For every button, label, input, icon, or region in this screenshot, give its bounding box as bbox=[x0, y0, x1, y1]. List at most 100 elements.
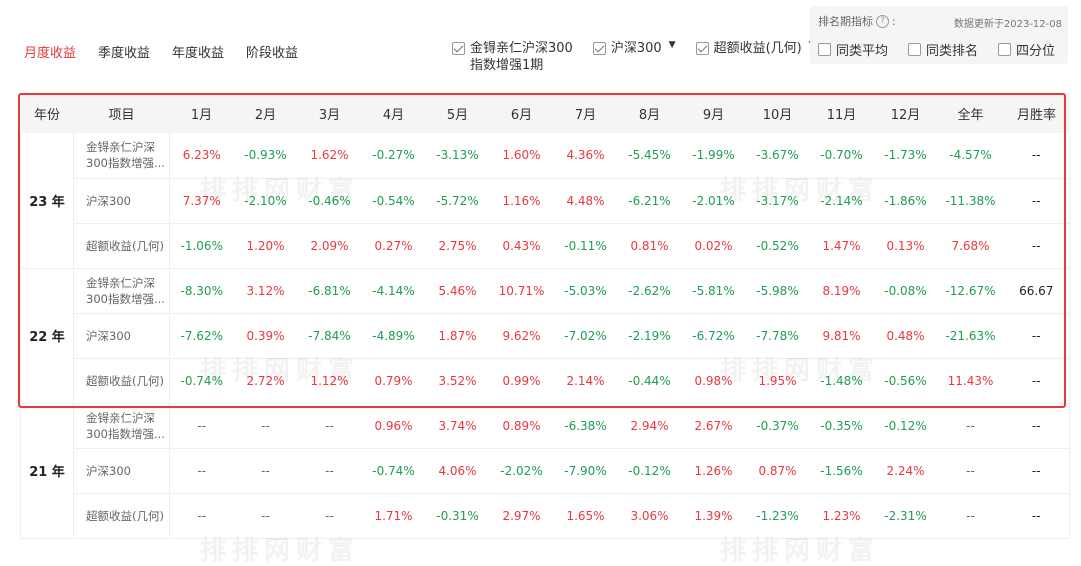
return-cell: 0.79% bbox=[361, 358, 426, 404]
return-cell: 2.97% bbox=[489, 493, 554, 539]
legend-hs300-toggle[interactable]: 沪深300 ▼ bbox=[592, 40, 676, 74]
return-cell: 3.12% bbox=[233, 268, 298, 314]
year-cell: 22 年 bbox=[20, 268, 74, 404]
return-cell: -2.14% bbox=[809, 178, 874, 224]
item-label: 超额收益(几何) bbox=[86, 508, 164, 523]
item-label: 300指数增强... bbox=[86, 426, 165, 441]
checkbox-checked-icon[interactable] bbox=[592, 42, 606, 55]
return-cell: 5.46% bbox=[425, 268, 490, 314]
return-cell: 4.36% bbox=[553, 133, 618, 179]
return-cell: -1.56% bbox=[809, 448, 874, 494]
win-rate-cell: -- bbox=[1003, 313, 1070, 359]
table-row: 沪深300 7.37% -2.10% -0.46% -0.54% -5.72% 1.16% 4… bbox=[21, 178, 1070, 224]
tab-period-return[interactable]: 阶段收益 bbox=[246, 46, 299, 61]
return-cell: -0.12% bbox=[873, 403, 938, 449]
item-cell: 金锝亲仁沪深 300指数增强... bbox=[73, 133, 170, 179]
return-cell: 3.06% bbox=[617, 493, 682, 539]
return-cell: 0.99% bbox=[489, 358, 554, 404]
return-cell: 4.48% bbox=[553, 178, 618, 224]
return-cell: -- bbox=[233, 448, 298, 494]
checkbox-checked-icon[interactable] bbox=[695, 42, 709, 55]
return-cell: -21.63% bbox=[937, 313, 1004, 359]
rank-panel-title: 排名期指标 bbox=[818, 15, 873, 28]
legend-fund-toggle[interactable]: 金锝亲仁沪深300 指数增强1期 bbox=[452, 40, 573, 74]
return-cell: 1.39% bbox=[681, 493, 746, 539]
return-cell: 1.62% bbox=[297, 133, 362, 179]
rank-panel-colon: : bbox=[892, 14, 896, 28]
item-cell: 沪深300 bbox=[73, 178, 170, 224]
return-cell: 1.47% bbox=[809, 223, 874, 269]
return-cell: -6.21% bbox=[617, 178, 682, 224]
table-row: 超额收益(几何) -- -- -- 1.71% -0.31% 2.97% 1.65% 3.06%… bbox=[21, 493, 1070, 539]
return-cell: -4.57% bbox=[937, 133, 1004, 179]
checkbox-icon[interactable] bbox=[818, 43, 831, 56]
table-row: 沪深300 -- -- -- -0.74% 4.06% -2.02% -7.90% -0.12%… bbox=[21, 448, 1070, 494]
checkbox-icon[interactable] bbox=[908, 43, 922, 56]
return-cell: -6.72% bbox=[681, 313, 746, 359]
return-cell: 0.96% bbox=[361, 403, 426, 449]
option-peer-rank[interactable]: 同类排名 bbox=[908, 40, 978, 59]
win-rate-cell: 66.67 bbox=[1003, 268, 1070, 314]
return-cell: -3.13% bbox=[425, 133, 490, 179]
return-cell: 3.74% bbox=[425, 403, 490, 449]
item-cell: 金锝亲仁沪深 300指数增强... bbox=[73, 268, 170, 314]
return-cell: 0.87% bbox=[745, 448, 810, 494]
option-quartile[interactable]: 四分位 bbox=[998, 40, 1055, 59]
return-cell: -- bbox=[937, 493, 1004, 539]
return-cell: 1.65% bbox=[553, 493, 618, 539]
return-cell: -0.27% bbox=[361, 133, 426, 179]
return-cell: -2.02% bbox=[489, 448, 554, 494]
win-rate-cell: -- bbox=[1003, 493, 1070, 539]
return-cell: -8.30% bbox=[169, 268, 234, 314]
option-peer-average[interactable]: 同类平均 bbox=[818, 40, 888, 59]
return-cell: 1.12% bbox=[297, 358, 362, 404]
return-cell: 1.60% bbox=[489, 133, 554, 179]
return-cell: -0.70% bbox=[809, 133, 874, 179]
table-header-row: 年份 项目 1月 2月 3月 4月 5月 6月 7月 8月 9月 10月 11月 12月 全年 月胜率 bbox=[20, 93, 1070, 133]
help-icon[interactable]: ? bbox=[876, 14, 889, 28]
return-cell: -0.93% bbox=[233, 133, 298, 179]
return-cell: -- bbox=[169, 403, 234, 449]
checkbox-checked-icon[interactable] bbox=[452, 42, 465, 55]
return-cell: 9.62% bbox=[489, 313, 554, 359]
return-cell: -- bbox=[169, 448, 234, 494]
return-cell: -- bbox=[937, 448, 1004, 494]
legend-excess-toggle[interactable]: 超额收益(几何) ▼ bbox=[695, 40, 816, 74]
return-cell: 7.37% bbox=[169, 178, 234, 224]
return-cell: -0.54% bbox=[361, 178, 426, 224]
year-cell: 21 年 bbox=[20, 403, 74, 539]
tab-monthly-return[interactable]: 月度收益 bbox=[24, 46, 77, 61]
caret-down-icon[interactable]: ▼ bbox=[668, 40, 676, 50]
return-cell: 8.19% bbox=[809, 268, 874, 314]
return-cell: -2.19% bbox=[617, 313, 682, 359]
series-legend: 金锝亲仁沪深300 指数增强1期 沪深300 ▼ 超额收益(几何) ▼ bbox=[452, 40, 816, 74]
return-cell: 0.98% bbox=[681, 358, 746, 404]
return-cell: 2.14% bbox=[553, 358, 618, 404]
return-cell: 0.43% bbox=[489, 223, 554, 269]
item-label: 金锝亲仁沪深 bbox=[86, 140, 155, 155]
tab-quarterly-return[interactable]: 季度收益 bbox=[98, 46, 151, 61]
table-row: 沪深300 -7.62% 0.39% -7.84% -4.89% 1.87% 9.62% -7… bbox=[21, 313, 1070, 359]
return-cell: -5.72% bbox=[425, 178, 490, 224]
column-header: 2月 bbox=[233, 93, 298, 133]
rank-indicator-panel: 排名期指标 ? : 数据更新于2023-12-08 同类平均 同类排名 四分位 bbox=[810, 6, 1068, 64]
item-label: 超额收益(几何) bbox=[86, 373, 164, 388]
item-cell: 沪深300 bbox=[73, 448, 170, 494]
return-cell: -6.81% bbox=[297, 268, 362, 314]
column-header: 4月 bbox=[361, 93, 426, 133]
checkbox-icon[interactable] bbox=[998, 43, 1012, 56]
column-header: 6月 bbox=[489, 93, 554, 133]
year-cell: 23 年 bbox=[20, 133, 74, 269]
return-cell: -11.38% bbox=[937, 178, 1004, 224]
column-header: 全年 bbox=[937, 93, 1004, 133]
return-cell: -0.08% bbox=[873, 268, 938, 314]
item-cell: 超额收益(几何) bbox=[73, 493, 170, 539]
tab-annual-return[interactable]: 年度收益 bbox=[172, 46, 225, 61]
return-cell: -7.02% bbox=[553, 313, 618, 359]
return-cell: 0.48% bbox=[873, 313, 938, 359]
table-row: 超额收益(几何) -0.74% 2.72% 1.12% 0.79% 3.52% 0.99% 2… bbox=[21, 358, 1070, 404]
return-cell: -2.62% bbox=[617, 268, 682, 314]
column-header: 项目 bbox=[73, 93, 170, 133]
return-cell: 3.52% bbox=[425, 358, 490, 404]
return-cell: -- bbox=[297, 493, 362, 539]
